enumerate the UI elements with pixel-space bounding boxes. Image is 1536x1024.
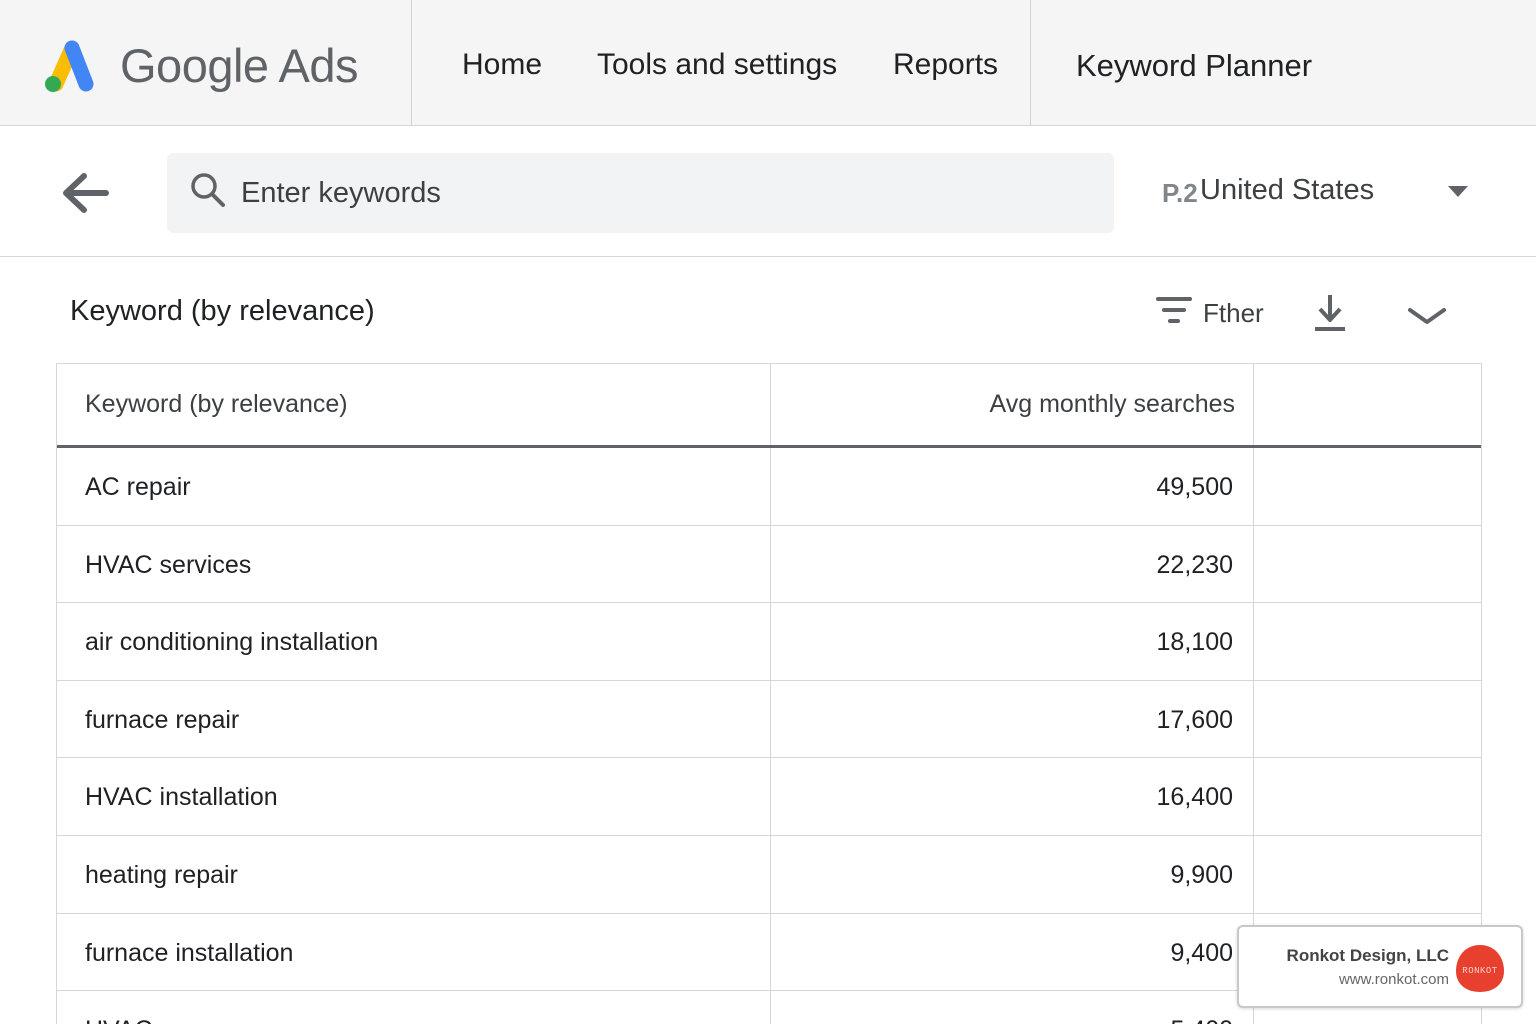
table-row[interactable]: air conditioning installation 18,100: [57, 603, 1481, 681]
nav-reports[interactable]: Reports: [893, 48, 999, 81]
search-box[interactable]: [167, 153, 1114, 233]
filter-icon: [1156, 297, 1192, 323]
volume-cell: 22,230: [771, 525, 1254, 603]
column-header-avg-monthly-searches[interactable]: Avg monthly searches: [771, 364, 1254, 445]
keyword-cell: AC repair: [57, 448, 771, 525]
volume-cell: 9,900: [771, 835, 1254, 913]
extra-cell: [1254, 681, 1481, 758]
volume-cell: 9,400: [771, 913, 1254, 991]
keyword-cell: heating repair: [57, 835, 771, 913]
watermark-company: Ronkot Design, LLC: [1286, 946, 1449, 965]
keyword-cell: HVAC company near me: [57, 991, 771, 1024]
volume-cell: 49,500: [771, 448, 1254, 525]
google-ads-logo-icon: [45, 40, 94, 92]
ronkot-logo-text: RONKOT: [1462, 966, 1498, 976]
filter-label: Fther: [1203, 298, 1264, 328]
top-app-bar: Google Ads Home Tools and settings Repor…: [0, 0, 1536, 126]
brand-area[interactable]: Google Ads: [0, 0, 412, 125]
nav-home[interactable]: Home: [462, 48, 543, 81]
search-bar-row: P.2 United States: [0, 126, 1536, 257]
section-title: Keyword (by relevance): [70, 295, 375, 327]
page-title: Keyword Planner: [1076, 48, 1313, 83]
keyword-cell: HVAC installation: [57, 758, 771, 835]
volume-cell: 16,400: [771, 758, 1254, 835]
column-header-keyword[interactable]: Keyword (by relevance): [57, 364, 771, 445]
nav-tools-and-settings[interactable]: Tools and settings: [597, 48, 838, 81]
table-row[interactable]: furnace repair 17,600: [57, 680, 1481, 759]
location-selector[interactable]: P.2 United States: [1162, 174, 1482, 214]
watermark-url: www.ronkot.com: [1338, 971, 1449, 988]
search-icon: [191, 173, 225, 207]
keyword-results-table: Keyword (by relevance) Avg monthly searc…: [56, 363, 1482, 1024]
extra-cell: [1254, 448, 1481, 525]
location-icon: P.2: [1162, 178, 1198, 208]
table-row[interactable]: heating repair 9,900: [57, 835, 1481, 914]
ronkot-logo-icon: RONKOT: [1456, 945, 1504, 992]
volume-cell: 18,100: [771, 603, 1254, 680]
table-row[interactable]: furnace installation 9,400: [57, 913, 1481, 992]
extra-cell: [1254, 603, 1481, 680]
main-nav: Home Tools and settings Reports: [413, 0, 1031, 125]
table-row[interactable]: HVAC installation 16,400: [57, 758, 1481, 836]
extra-cell: [1254, 526, 1481, 603]
watermark-badge: Ronkot Design, LLC www.ronkot.com RONKOT: [1237, 925, 1523, 1008]
caret-down-icon: [1448, 186, 1468, 197]
volume-cell: 17,600: [771, 680, 1254, 758]
filter-button[interactable]: Fther: [1155, 295, 1275, 331]
table-body: AC repair 49,500 HVAC services 22,230 ai…: [57, 448, 1481, 1024]
column-header-empty: [1254, 364, 1481, 445]
keyword-cell: furnace installation: [57, 913, 771, 991]
keyword-search-input[interactable]: [241, 169, 1091, 217]
brand-name: Google Ads: [120, 39, 359, 92]
table-header: Keyword (by relevance) Avg monthly searc…: [57, 364, 1481, 448]
keyword-cell: HVAC services: [57, 525, 771, 603]
keyword-cell: furnace repair: [57, 680, 771, 758]
chevron-down-icon[interactable]: [1406, 302, 1448, 328]
location-label: United States: [1200, 174, 1375, 206]
keyword-cell: air conditioning installation: [57, 603, 771, 680]
back-arrow-icon[interactable]: [58, 170, 110, 216]
extra-cell: [1254, 836, 1481, 913]
download-icon[interactable]: [1312, 292, 1348, 334]
table-row[interactable]: AC repair 49,500: [57, 448, 1481, 526]
volume-cell: 5,400: [771, 991, 1254, 1024]
table-row[interactable]: HVAC services 22,230: [57, 525, 1481, 604]
extra-cell: [1254, 758, 1481, 835]
